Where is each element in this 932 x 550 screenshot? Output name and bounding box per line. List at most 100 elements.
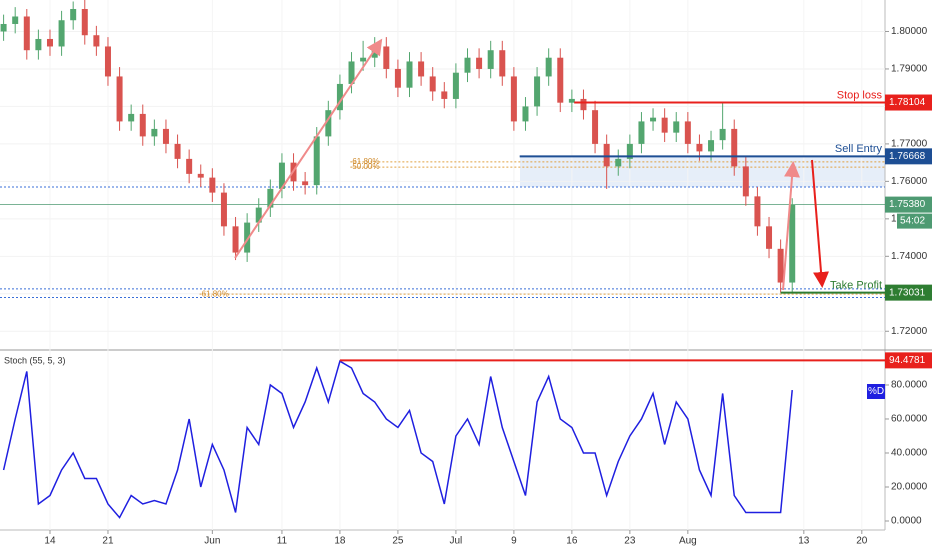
- y-tick-label: 1.76000: [891, 176, 928, 187]
- candle-body: [777, 248, 784, 283]
- level-name: Sell Entry: [835, 143, 883, 155]
- candle-body: [499, 50, 506, 77]
- x-tick-label: Aug: [679, 536, 697, 547]
- candle-body: [557, 57, 564, 103]
- candle-body: [220, 192, 227, 227]
- candle-body: [441, 91, 448, 99]
- candle-body: [336, 83, 343, 111]
- candle-body: [684, 121, 691, 144]
- y-tick-label: 80.0000: [891, 380, 928, 391]
- candle-body: [151, 128, 158, 137]
- candle-body: [615, 158, 622, 167]
- candle-body: [302, 181, 309, 186]
- x-tick-label: 9: [511, 536, 517, 547]
- y-tick-label: 40.0000: [891, 448, 928, 459]
- candle-body: [603, 143, 610, 167]
- candle-body: [545, 57, 552, 77]
- candle-body: [429, 76, 436, 92]
- candle-body: [464, 57, 471, 73]
- price-box: [885, 196, 932, 213]
- candle-body: [638, 121, 645, 144]
- x-tick-label: 20: [856, 536, 868, 547]
- candle-body: [12, 16, 19, 24]
- x-tick-label: 18: [334, 536, 346, 547]
- candle-body: [719, 128, 726, 141]
- target-arrow: [811, 159, 830, 288]
- y-tick-label: 0.0000: [891, 516, 922, 527]
- candle-body: [35, 38, 42, 51]
- candle-body: [70, 8, 77, 21]
- candle-body: [487, 50, 494, 69]
- x-tick-label: 13: [798, 536, 810, 547]
- candle-body: [46, 38, 53, 47]
- y-tick-label: 1.79000: [891, 64, 928, 75]
- candle-body: [244, 222, 251, 253]
- x-tick-label: 25: [392, 536, 404, 547]
- level-label: 1.78104: [889, 97, 926, 108]
- legend-box: [867, 384, 885, 399]
- y-tick-label: 60.0000: [891, 414, 928, 425]
- candle-body: [510, 76, 517, 122]
- level-box: [885, 94, 932, 111]
- candle-body: [116, 76, 123, 122]
- candle-body: [348, 61, 355, 84]
- candle-body: [186, 158, 193, 174]
- candle-body: [197, 173, 204, 178]
- candle-body: [81, 8, 88, 36]
- y-tick-label: 1.74000: [891, 251, 928, 262]
- candle-body: [673, 121, 680, 133]
- y-tick-label: 1.80000: [891, 26, 928, 37]
- candle-body: [0, 23, 7, 32]
- candle-body: [522, 106, 529, 122]
- candle-body: [267, 188, 274, 208]
- candle-body: [696, 143, 703, 152]
- candle-body: [766, 226, 773, 249]
- price-label: 1.75380: [889, 199, 926, 210]
- level-name: Stop loss: [837, 89, 883, 101]
- y-tick-label: 1.72000: [891, 326, 928, 337]
- x-tick-label: Jul: [449, 536, 462, 547]
- indicator-line: [2, 360, 793, 519]
- x-tick-label: Jun: [204, 536, 220, 547]
- candle-body: [383, 46, 390, 69]
- candle-body: [731, 128, 738, 167]
- candle-body: [313, 136, 320, 186]
- level-box: [885, 148, 932, 165]
- x-tick-label: 16: [566, 536, 578, 547]
- candle-body: [93, 35, 100, 47]
- legend-label: %D: [868, 386, 884, 397]
- candle-body: [661, 117, 668, 133]
- level-label: 1.73031: [889, 287, 926, 298]
- x-tick-label: 23: [624, 536, 636, 547]
- retrace-arrow: [782, 161, 801, 291]
- fib-label: 61.80%: [202, 289, 229, 298]
- candle-body: [325, 110, 332, 137]
- candle-body: [580, 98, 587, 111]
- indicator-level-label: 94.4781: [889, 355, 926, 366]
- candle-body: [232, 226, 239, 253]
- candle-body: [174, 143, 181, 159]
- y-tick-label: 1.77000: [891, 139, 928, 150]
- countdown: 54:02: [900, 216, 925, 227]
- level-label: 1.76668: [889, 151, 926, 162]
- fib-label: 50.00%: [352, 162, 379, 171]
- candle-body: [139, 113, 146, 137]
- candle-body: [568, 98, 575, 103]
- candle-body: [394, 68, 401, 88]
- indicator-title: Stoch (55, 5, 3): [4, 355, 66, 365]
- candle-body: [708, 140, 715, 152]
- candle-body: [626, 143, 633, 159]
- level-box: [885, 284, 932, 301]
- candle-body: [742, 166, 749, 197]
- trend-arrow: [234, 38, 383, 259]
- fib-label: 61.80%: [352, 157, 379, 166]
- x-tick-label: 21: [102, 536, 114, 547]
- candle-body: [162, 128, 169, 144]
- candle-body: [209, 177, 216, 193]
- y-tick-label: 20.0000: [891, 482, 928, 493]
- candle-body: [418, 61, 425, 77]
- candle-body: [754, 196, 761, 227]
- candle-body: [592, 110, 599, 144]
